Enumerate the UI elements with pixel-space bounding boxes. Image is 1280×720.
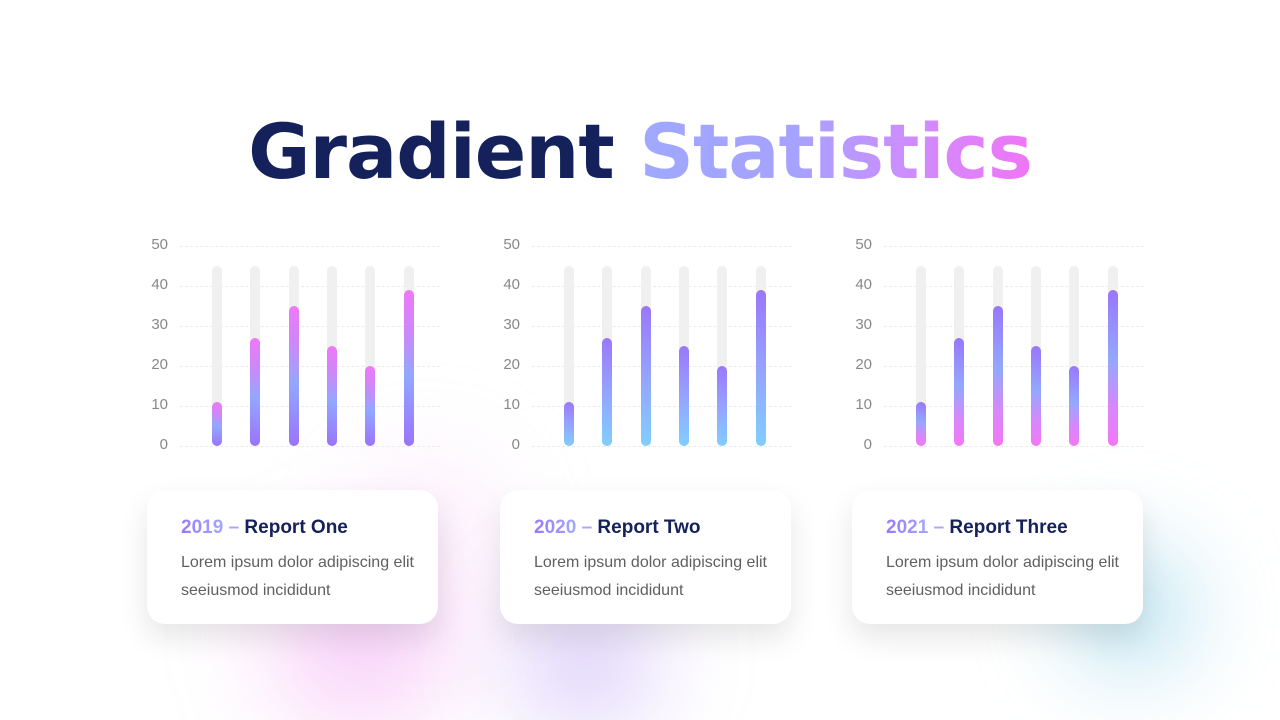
y-tick-label: 10: [503, 396, 520, 413]
y-tick-label: 20: [855, 356, 872, 373]
gridline: [532, 366, 792, 367]
bar: [640, 306, 651, 446]
bar: [326, 346, 337, 446]
bar: [717, 366, 728, 446]
bar-track: [403, 266, 414, 446]
y-tick-label: 30: [855, 316, 872, 333]
gridline: [884, 246, 1144, 247]
bar-track: [1107, 266, 1118, 446]
bar: [212, 402, 222, 446]
y-tick-label: 10: [151, 396, 168, 413]
y-tick-label: 10: [855, 396, 872, 413]
gridline: [884, 326, 1144, 327]
card-body: Lorem ipsum dolor adipiscing elit seeius…: [534, 554, 767, 599]
bar-track: [717, 266, 728, 446]
y-tick-label: 30: [503, 316, 520, 333]
gridline: [532, 246, 792, 247]
gridline: [180, 366, 440, 367]
bar-track: [1030, 266, 1041, 446]
bar-chart-2020: 50 40 30 20 10 0: [492, 236, 792, 461]
card-title: 2020 – Report Two: [534, 515, 791, 541]
y-tick-label: 20: [151, 356, 168, 373]
bar: [365, 366, 376, 446]
y-tick-label: 40: [855, 276, 872, 293]
y-tick-label: 50: [855, 236, 872, 253]
card-year: 2021: [886, 517, 929, 538]
bar: [954, 338, 965, 446]
card-name: Report Three: [949, 517, 1068, 538]
gridline: [532, 446, 792, 447]
bar: [602, 338, 613, 446]
gridline: [532, 406, 792, 407]
title-part-gradient: Statistics: [639, 107, 1033, 196]
bar: [288, 306, 299, 446]
bar-track: [992, 266, 1003, 446]
card-name: Report Two: [597, 517, 701, 538]
bar: [916, 402, 926, 446]
card-title: 2021 – Report Three: [886, 515, 1143, 541]
y-tick-label: 20: [503, 356, 520, 373]
bar-track: [564, 266, 574, 446]
card-year: 2019: [181, 517, 224, 538]
gridline: [180, 446, 440, 447]
gridline: [180, 246, 440, 247]
bar: [1107, 290, 1118, 446]
bar: [678, 346, 689, 446]
y-tick-label: 0: [863, 436, 872, 453]
bar-track: [288, 266, 299, 446]
y-tick-label: 50: [503, 236, 520, 253]
y-tick-label: 50: [151, 236, 168, 253]
title-part-dark: Gradient: [248, 107, 615, 196]
bar: [1030, 346, 1041, 446]
bar-track: [916, 266, 926, 446]
y-tick-label: 30: [151, 316, 168, 333]
page-title: Gradient Statistics: [0, 104, 1280, 200]
gridline: [884, 446, 1144, 447]
bar-track: [640, 266, 651, 446]
bar: [403, 290, 414, 446]
gridline: [884, 406, 1144, 407]
card-dash: –: [228, 517, 240, 538]
bar-chart-2021: 50 40 30 20 10 0: [844, 236, 1144, 461]
bar-track: [678, 266, 689, 446]
gridline: [532, 286, 792, 287]
bar: [564, 402, 574, 446]
card-dash: –: [581, 517, 593, 538]
bar-track: [954, 266, 965, 446]
bar: [755, 290, 766, 446]
y-tick-label: 0: [159, 436, 168, 453]
report-card-2021: 2021 – Report Three Lorem ipsum dolor ad…: [852, 490, 1143, 624]
bar-chart-2019: 50 40 30 20 10 0: [140, 236, 440, 461]
bar-track: [365, 266, 376, 446]
bar-track: [602, 266, 613, 446]
bar-track: [1069, 266, 1080, 446]
bar: [250, 338, 261, 446]
card-body: Lorem ipsum dolor adipiscing elit seeius…: [181, 554, 414, 599]
card-name: Report One: [244, 517, 348, 538]
bar-track: [755, 266, 766, 446]
y-tick-label: 40: [151, 276, 168, 293]
card-body: Lorem ipsum dolor adipiscing elit seeius…: [886, 554, 1119, 599]
bar: [992, 306, 1003, 446]
gridline: [180, 286, 440, 287]
gridline: [180, 326, 440, 327]
y-tick-label: 40: [503, 276, 520, 293]
report-card-2019: 2019 – Report One Lorem ipsum dolor adip…: [147, 490, 438, 624]
gridline: [884, 366, 1144, 367]
card-title: 2019 – Report One: [181, 515, 438, 541]
y-tick-label: 0: [511, 436, 520, 453]
bar-track: [212, 266, 222, 446]
gridline: [180, 406, 440, 407]
card-dash: –: [933, 517, 945, 538]
report-card-2020: 2020 – Report Two Lorem ipsum dolor adip…: [500, 490, 791, 624]
card-year: 2020: [534, 517, 577, 538]
gridline: [884, 286, 1144, 287]
gridline: [532, 326, 792, 327]
bar: [1069, 366, 1080, 446]
bar-track: [326, 266, 337, 446]
bar-track: [250, 266, 261, 446]
